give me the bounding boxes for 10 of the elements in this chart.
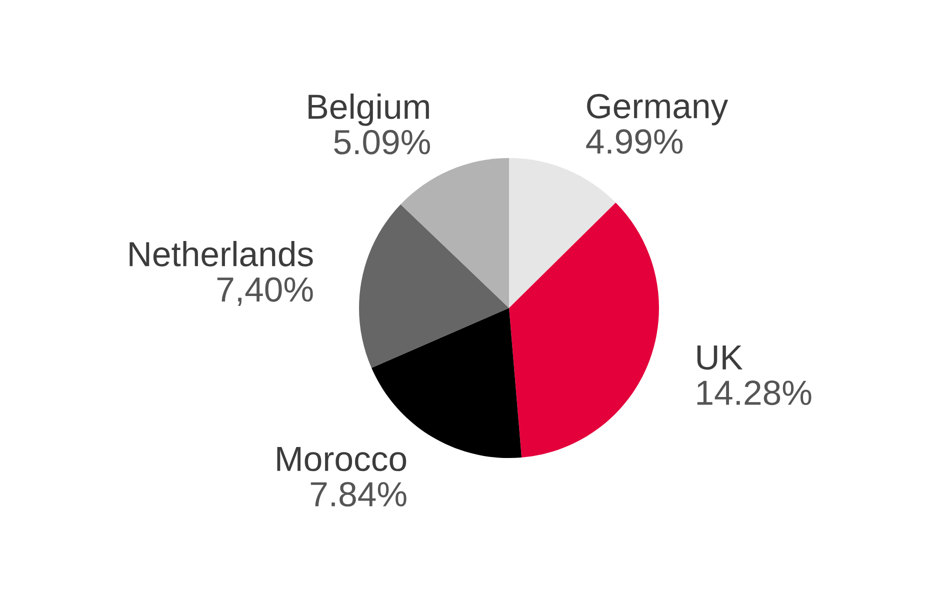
slice-label: UK: [697, 346, 743, 370]
slice-label: Germany: [587, 94, 728, 126]
data-label: 5.09%: [334, 130, 430, 154]
data-label: 7.84%: [310, 482, 406, 507]
slice-label: Belgium: [308, 94, 429, 126]
slice-label: Netherlands: [130, 240, 313, 266]
slice-label: Morocco: [277, 446, 406, 472]
data-label: 4.99%: [586, 129, 683, 154]
data-label: 7,40%: [217, 277, 313, 306]
data-label: 14.28%: [697, 380, 812, 406]
